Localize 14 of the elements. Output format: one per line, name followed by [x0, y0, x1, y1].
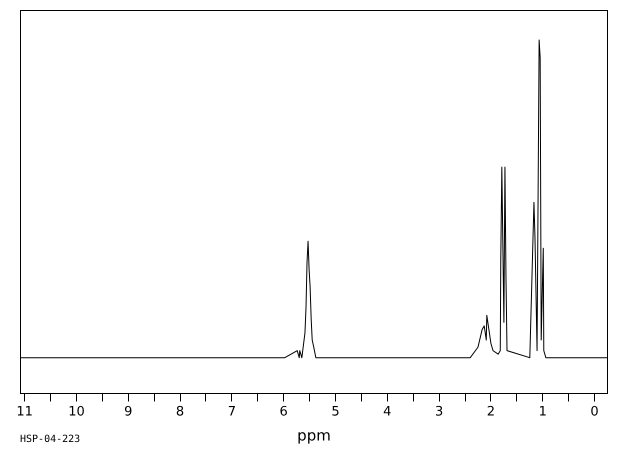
- x-tick-label: 5: [331, 404, 340, 420]
- x-tick-label: 0: [590, 404, 599, 420]
- x-tick-label: 2: [486, 404, 496, 420]
- x-tick-label: 9: [124, 404, 132, 420]
- x-tick-label: 1: [538, 404, 547, 420]
- x-tick-label: 10: [68, 404, 85, 420]
- text: HSP-04-223: [20, 434, 80, 445]
- x-tick-label: 7: [228, 404, 236, 420]
- x-tick-label: 3: [434, 404, 444, 420]
- x-tick-label: 8: [176, 404, 184, 420]
- x-axis-title: ppm: [297, 426, 331, 444]
- x-tick-label: 6: [280, 404, 288, 420]
- x-tick-label: 11: [16, 404, 33, 420]
- x-tick-label: 4: [383, 404, 392, 420]
